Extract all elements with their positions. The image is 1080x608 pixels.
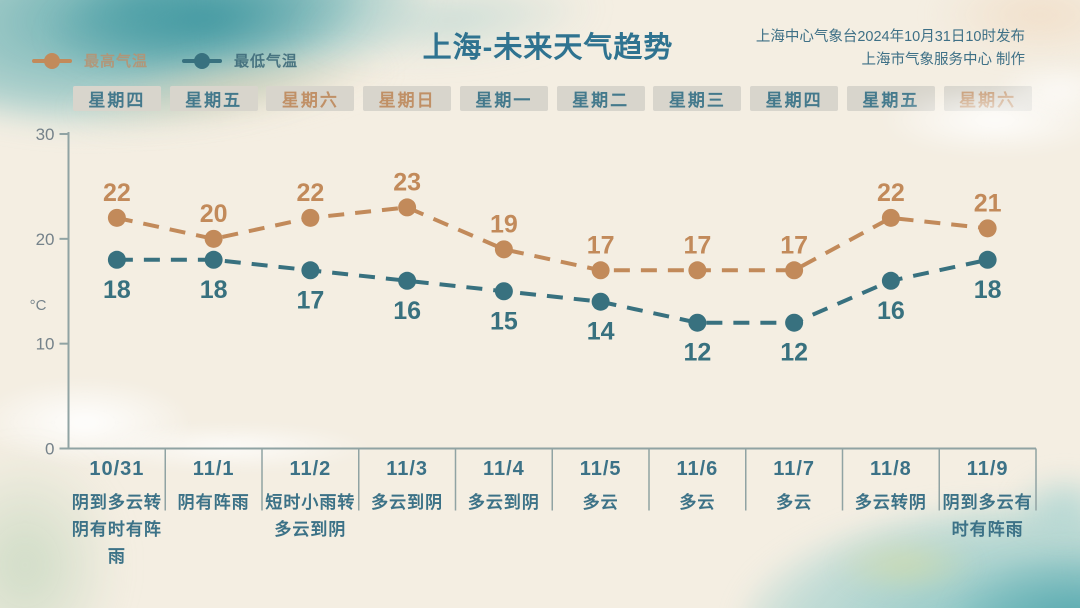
low-temp-value-label: 16 <box>877 297 905 325</box>
high-temp-point <box>978 219 997 238</box>
legend-label-low: 最低气温 <box>234 53 299 70</box>
high-temp-value-label: 17 <box>683 231 711 259</box>
forecast-date: 11/3 <box>386 458 429 480</box>
low-temp-point <box>591 292 610 311</box>
high-temp-value-label: 23 <box>393 168 421 196</box>
weekday-badge-11-7: 星期四 <box>750 86 839 111</box>
forecast-weather-text: 多云 <box>679 493 716 512</box>
forecast-date: 11/1 <box>192 458 235 480</box>
low-temp-point <box>107 250 126 269</box>
high-temp-value-label: 17 <box>587 231 615 259</box>
y-axis-unit: °C <box>30 297 47 314</box>
y-tick-label: 30 <box>36 125 55 144</box>
low-temp-value-label: 18 <box>200 276 228 304</box>
credit-line-issued: 上海中心气象台2024年10月31日10时发布 <box>755 29 1025 45</box>
forecast-weather-text: 阴到多云转阴有时有阵雨 <box>71 493 162 566</box>
forecast-date: 11/4 <box>482 458 525 480</box>
high-temp-point <box>785 261 804 280</box>
low-temp-point <box>881 271 900 290</box>
forecast-weather-text: 多云到阴 <box>371 493 444 512</box>
weekday-badge-11-4: 星期一 <box>459 86 548 111</box>
low-temp-point <box>785 313 804 332</box>
forecast-cell-11-3: 11/3 多云到阴 <box>359 458 456 516</box>
high-temp-value-label: 20 <box>200 200 228 228</box>
forecast-weather-text: 多云转阴 <box>854 493 927 512</box>
page-title: 上海-未来天气趋势 <box>422 32 674 64</box>
forecast-date: 11/9 <box>966 458 1009 480</box>
high-temp-value-label: 21 <box>974 189 1002 217</box>
low-temp-point <box>688 313 707 332</box>
low-temp-line-icon <box>182 52 223 69</box>
high-temp-point <box>591 261 610 280</box>
y-tick-label: 0 <box>45 440 54 459</box>
low-temp-value-label: 16 <box>393 297 421 325</box>
weekday-badge-11-6: 星期三 <box>653 86 742 111</box>
forecast-cell-11-2: 11/2 短时小雨转多云到阴 <box>262 458 359 543</box>
credits: 上海中心气象台2024年10月31日10时发布 上海市气象服务中心 制作 <box>756 26 1025 72</box>
low-temp-value-label: 17 <box>296 286 324 314</box>
forecast-cell-11-4: 11/4 多云到阴 <box>456 458 553 516</box>
legend-label-high: 最高气温 <box>84 53 149 70</box>
high-temp-line-icon <box>32 52 72 69</box>
low-temp-value-label: 14 <box>587 318 615 346</box>
forecast-cell-11-8: 11/8 多云转阴 <box>843 458 940 516</box>
forecast-weather-text: 阴有阵雨 <box>177 493 250 512</box>
high-temp-value-label: 19 <box>490 210 518 238</box>
forecast-date: 10/31 <box>89 458 145 480</box>
low-temp-value-label: 18 <box>103 276 131 304</box>
low-temp-point <box>398 271 417 290</box>
low-temp-point <box>204 250 223 269</box>
high-temp-point <box>494 240 513 259</box>
forecast-cell-10-31: 10/31 阴到多云转阴有时有阵雨 <box>69 458 166 570</box>
forecast-cell-11-1: 11/1 阴有阵雨 <box>165 458 262 516</box>
forecast-weather-text: 多云 <box>776 493 813 512</box>
forecast-date: 11/8 <box>869 458 912 480</box>
low-temp-point <box>978 250 997 269</box>
high-temp-point <box>688 261 707 280</box>
legend-item-low: 最低气温 <box>182 50 298 71</box>
high-temp-line <box>116 205 988 273</box>
high-temp-value-label: 22 <box>296 179 324 207</box>
legend-item-high: 最高气温 <box>32 50 148 71</box>
low-temp-value-label: 18 <box>974 276 1002 304</box>
high-temp-point <box>398 198 417 217</box>
forecast-date: 11/5 <box>579 458 622 480</box>
forecast-date: 11/2 <box>289 458 332 480</box>
low-temp-point <box>301 261 320 280</box>
chart-legend: 最高气温 最低气温 <box>32 50 298 71</box>
forecast-weather-text: 多云到阴 <box>467 493 540 512</box>
low-temp-value-label: 12 <box>683 339 711 367</box>
y-tick-label: 10 <box>36 335 55 354</box>
forecast-weather-text: 短时小雨转多云到阴 <box>265 493 356 539</box>
low-temp-point <box>494 282 513 301</box>
forecast-date: 11/6 <box>676 458 719 480</box>
low-temp-line <box>116 257 989 325</box>
forecast-date: 11/7 <box>773 458 816 480</box>
high-temp-value-label: 17 <box>780 231 808 259</box>
forecast-weather-text: 阴到多云有时有阵雨 <box>942 493 1033 539</box>
low-temp-value-label: 12 <box>780 339 808 367</box>
high-temp-point <box>204 229 223 248</box>
high-temp-point <box>881 208 900 227</box>
weekday-badge-11-5: 星期二 <box>556 86 645 111</box>
high-temp-value-label: 22 <box>877 179 905 207</box>
forecast-cell-11-5: 11/5 多云 <box>552 458 649 516</box>
high-temp-point <box>301 208 320 227</box>
forecast-cell-11-7: 11/7 多云 <box>746 458 843 516</box>
credit-line-producer: 上海市气象服务中心 制作 <box>861 52 1025 68</box>
high-temp-point <box>107 208 126 227</box>
forecast-weather-text: 多云 <box>582 493 619 512</box>
forecast-cell-11-9: 11/9 阴到多云有时有阵雨 <box>939 458 1036 543</box>
y-tick-label: 20 <box>36 230 55 249</box>
high-temp-value-label: 22 <box>103 179 131 207</box>
low-temp-value-label: 15 <box>490 307 518 335</box>
forecast-cell-11-6: 11/6 多云 <box>649 458 746 516</box>
